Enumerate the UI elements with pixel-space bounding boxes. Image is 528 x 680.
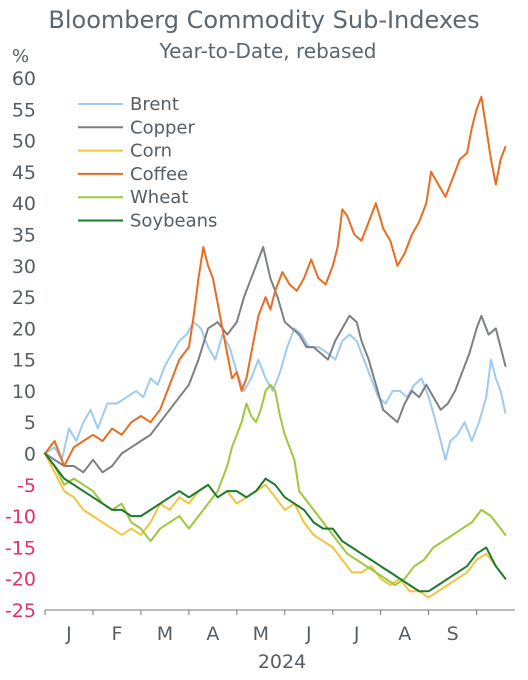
legend-label-brent: Brent: [130, 94, 179, 115]
x-tick-label: M: [253, 623, 269, 645]
y-tick-label: 15: [12, 350, 36, 372]
y-unit-label: %: [12, 46, 29, 67]
y-tick-label: -15: [5, 537, 36, 559]
legend-label-coffee: Coffee: [130, 164, 188, 185]
chart-title: Bloomberg Commodity Sub-Indexes: [48, 6, 479, 34]
series-line-corn: [44, 452, 507, 599]
x-tick-label: A: [206, 623, 219, 645]
y-tick-label: -5: [17, 475, 36, 497]
legend-label-corn: Corn: [130, 141, 172, 162]
y-tick-label: 45: [12, 162, 36, 184]
x-tick-label: J: [305, 623, 312, 645]
x-tick-label: M: [157, 623, 173, 645]
y-tick-label: 10: [12, 381, 36, 403]
chart-subtitle: Year-to-Date, rebased: [159, 39, 377, 63]
y-tick-label: 40: [12, 193, 36, 215]
x-axis-label: 2024: [258, 651, 306, 673]
legend-label-wheat: Wheat: [130, 187, 188, 208]
legend-label-copper: Copper: [130, 117, 196, 138]
y-tick-label: 35: [12, 224, 36, 246]
series-line-coffee: [44, 95, 507, 467]
y-tick-label: -10: [5, 506, 36, 528]
x-tick-label: F: [111, 623, 122, 645]
plot-area: [44, 95, 507, 599]
y-tick-label: 0: [24, 444, 36, 466]
y-tick-label: 60: [12, 68, 36, 90]
y-tick-label: 25: [12, 287, 36, 309]
y-tick-label: 20: [12, 318, 36, 340]
x-tick-label: J: [353, 623, 360, 645]
series-line-brent: [44, 321, 507, 461]
legend-label-soybeans: Soybeans: [130, 211, 217, 232]
y-tick-label: 5: [24, 412, 36, 434]
y-tick-label: -25: [5, 600, 36, 622]
series-line-copper: [44, 246, 507, 474]
series-line-soybeans: [44, 452, 507, 593]
x-tick-label: S: [447, 623, 459, 645]
y-tick-label: 30: [12, 256, 36, 278]
y-tick-label: 55: [12, 99, 36, 121]
y-tick-label: -20: [5, 569, 36, 591]
y-tick-label: 50: [12, 131, 36, 153]
x-tick-label: A: [398, 623, 411, 645]
x-tick-label: J: [65, 623, 72, 645]
series-line-wheat: [44, 383, 507, 586]
